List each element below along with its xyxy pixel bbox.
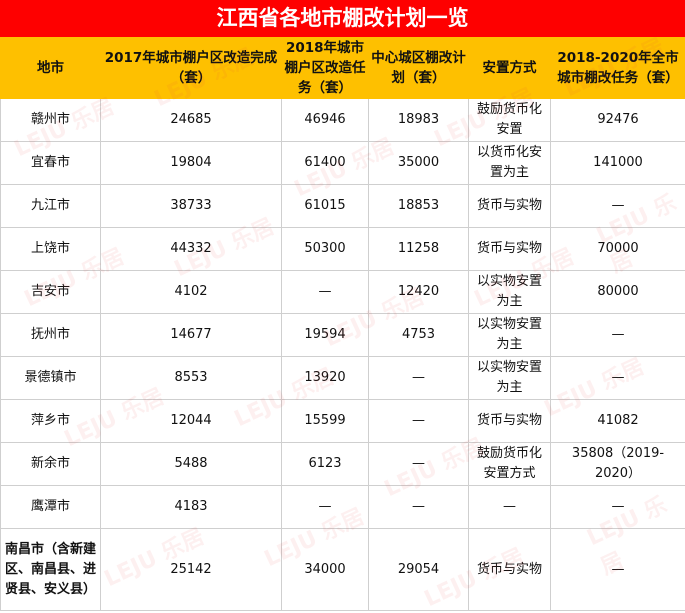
cell-resettlement-method: 以实物安置为主 bbox=[469, 314, 551, 357]
cell-city: 上饶市 bbox=[1, 228, 101, 271]
cell-task-2018: 50300 bbox=[282, 228, 369, 271]
cell-city: 宜春市 bbox=[1, 142, 101, 185]
cell-city: 吉安市 bbox=[1, 271, 101, 314]
cell-resettlement-method: 货币与实物 bbox=[469, 529, 551, 611]
cell-central-plan: — bbox=[369, 486, 469, 529]
cell-task-2018: 61400 bbox=[282, 142, 369, 185]
cell-central-plan: 12420 bbox=[369, 271, 469, 314]
cell-city: 萍乡市 bbox=[1, 400, 101, 443]
cell-central-plan: — bbox=[369, 443, 469, 486]
cell-central-plan: 11258 bbox=[369, 228, 469, 271]
header-completed-2017: 2017年城市棚户区改造完成（套） bbox=[101, 38, 282, 99]
cell-central-plan: 18853 bbox=[369, 185, 469, 228]
cell-task-2018-2020: 141000 bbox=[551, 142, 685, 185]
cell-task-2018-2020: 35808（2019-2020） bbox=[551, 443, 685, 486]
header-central-plan: 中心城区棚改计划（套） bbox=[369, 38, 469, 99]
cell-task-2018-2020: 70000 bbox=[551, 228, 685, 271]
cell-central-plan: 35000 bbox=[369, 142, 469, 185]
cell-task-2018: 6123 bbox=[282, 443, 369, 486]
cell-task-2018-2020: — bbox=[551, 529, 685, 611]
cell-completed-2017: 38733 bbox=[101, 185, 282, 228]
cell-completed-2017: 19804 bbox=[101, 142, 282, 185]
cell-task-2018: — bbox=[282, 486, 369, 529]
cell-task-2018: 13920 bbox=[282, 357, 369, 400]
cell-completed-2017: 12044 bbox=[101, 400, 282, 443]
cell-task-2018: 34000 bbox=[282, 529, 369, 611]
cell-task-2018: — bbox=[282, 271, 369, 314]
cell-city: 南昌市（含新建区、南昌县、进贤县、安义县） bbox=[1, 529, 101, 611]
cell-central-plan: 4753 bbox=[369, 314, 469, 357]
cell-task-2018-2020: — bbox=[551, 357, 685, 400]
cell-completed-2017: 25142 bbox=[101, 529, 282, 611]
cell-city: 抚州市 bbox=[1, 314, 101, 357]
cell-completed-2017: 14677 bbox=[101, 314, 282, 357]
cell-completed-2017: 4102 bbox=[101, 271, 282, 314]
cell-task-2018: 46946 bbox=[282, 99, 369, 142]
header-city: 地市 bbox=[1, 38, 101, 99]
cell-city: 赣州市 bbox=[1, 99, 101, 142]
cell-central-plan: 29054 bbox=[369, 529, 469, 611]
cell-resettlement-method: 货币与实物 bbox=[469, 185, 551, 228]
cell-task-2018-2020: — bbox=[551, 185, 685, 228]
header-task-2018: 2018年城市棚户区改造任务（套） bbox=[282, 38, 369, 99]
cell-resettlement-method: 以实物安置为主 bbox=[469, 357, 551, 400]
cell-resettlement-method: — bbox=[469, 486, 551, 529]
cell-task-2018-2020: 92476 bbox=[551, 99, 685, 142]
cell-resettlement-method: 以货币化安置为主 bbox=[469, 142, 551, 185]
cell-task-2018-2020: — bbox=[551, 486, 685, 529]
cell-resettlement-method: 鼓励货币化安置 bbox=[469, 99, 551, 142]
cell-central-plan: 18983 bbox=[369, 99, 469, 142]
header-task-2018-2020: 2018-2020年全市城市棚改任务（套） bbox=[551, 38, 685, 99]
cell-completed-2017: 44332 bbox=[101, 228, 282, 271]
cell-completed-2017: 24685 bbox=[101, 99, 282, 142]
cell-completed-2017: 8553 bbox=[101, 357, 282, 400]
cell-task-2018: 61015 bbox=[282, 185, 369, 228]
cell-central-plan: — bbox=[369, 400, 469, 443]
cell-resettlement-method: 鼓励货币化安置方式 bbox=[469, 443, 551, 486]
cell-resettlement-method: 以实物安置为主 bbox=[469, 271, 551, 314]
cell-city: 新余市 bbox=[1, 443, 101, 486]
header-resettlement-method: 安置方式 bbox=[469, 38, 551, 99]
cell-city: 鹰潭市 bbox=[1, 486, 101, 529]
cell-task-2018-2020: 80000 bbox=[551, 271, 685, 314]
cell-city: 九江市 bbox=[1, 185, 101, 228]
cell-completed-2017: 5488 bbox=[101, 443, 282, 486]
cell-completed-2017: 4183 bbox=[101, 486, 282, 529]
cell-task-2018: 19594 bbox=[282, 314, 369, 357]
cell-task-2018-2020: 41082 bbox=[551, 400, 685, 443]
cell-central-plan: — bbox=[369, 357, 469, 400]
cell-task-2018: 15599 bbox=[282, 400, 369, 443]
cell-city: 景德镇市 bbox=[1, 357, 101, 400]
table-title: 江西省各地市棚改计划一览 bbox=[0, 0, 685, 37]
cell-resettlement-method: 货币与实物 bbox=[469, 228, 551, 271]
cell-task-2018-2020: — bbox=[551, 314, 685, 357]
cell-resettlement-method: 货币与实物 bbox=[469, 400, 551, 443]
